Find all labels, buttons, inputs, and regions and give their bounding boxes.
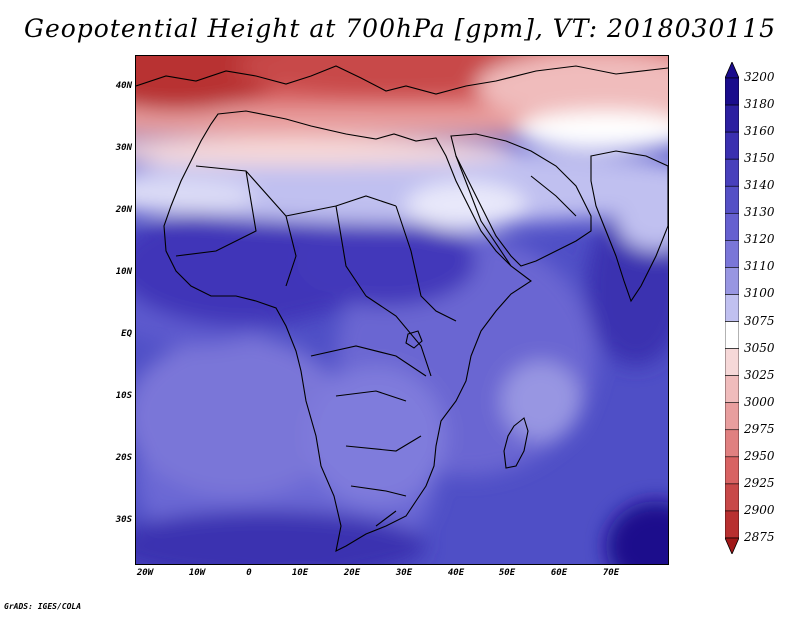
- lon-label-40e: 40E: [447, 568, 465, 578]
- colorbar-segment: [724, 267, 740, 295]
- lat-label-10s: 10S: [115, 391, 132, 401]
- lake-victoria: [405, 330, 423, 349]
- grads-credit: GrADS: IGES/COLA: [4, 602, 82, 611]
- india-coastline: [590, 150, 668, 303]
- colorbar-label: 3120: [744, 232, 775, 247]
- colorbar-segment: [724, 456, 740, 485]
- lon-label-30e: 30E: [395, 568, 413, 578]
- colorbar: [724, 61, 740, 555]
- arabia-coastline: [450, 133, 592, 267]
- colorbar-label: 2950: [744, 448, 775, 463]
- colorbar-top-triangle: [724, 61, 740, 79]
- colorbar-segment: [724, 294, 740, 322]
- colorbar-label: 3140: [744, 178, 775, 193]
- colorbar-label: 3160: [744, 124, 775, 139]
- map-svg: [136, 56, 668, 564]
- lon-label-20e: 20E: [343, 568, 361, 578]
- lon-label-10e: 10E: [291, 568, 309, 578]
- colorbar-segment: [724, 185, 740, 214]
- colorbar-segment: [724, 77, 740, 106]
- colorbar-label: 3130: [744, 205, 775, 220]
- colorbar-label: 3075: [744, 313, 775, 328]
- colorbar-segment: [724, 321, 740, 349]
- africa-coastline: [163, 110, 532, 552]
- colorbar-label: 3110: [744, 259, 775, 274]
- lat-label-20n: 20N: [115, 205, 132, 215]
- colorbar-segment: [724, 402, 740, 431]
- colorbar-segment: [724, 510, 740, 539]
- colorbar-svg: [724, 61, 740, 555]
- country-borders: [175, 165, 457, 527]
- colorbar-label: 3150: [744, 151, 775, 166]
- colorbar-segment: [724, 348, 740, 376]
- coastlines: [136, 65, 668, 552]
- colorbar-segment: [724, 429, 740, 458]
- colorbar-segment: [724, 240, 740, 268]
- lon-label-60e: 60E: [550, 568, 568, 578]
- colorbar-segment: [724, 483, 740, 512]
- chart-title: Geopotential Height at 700hPa [gpm], VT:…: [23, 14, 777, 43]
- lon-label-10w: 10W: [188, 568, 206, 578]
- lat-label-30s: 30S: [115, 515, 132, 525]
- lon-label-0: 0: [246, 568, 252, 578]
- colorbar-label: 3180: [744, 97, 775, 112]
- lat-label-30n: 30N: [115, 143, 132, 153]
- madagascar-coastline: [503, 417, 529, 469]
- map-plot-area: [135, 55, 669, 565]
- colorbar-label: 3200: [744, 70, 775, 84]
- lat-label-20s: 20S: [115, 453, 132, 463]
- colorbar-segment: [724, 104, 740, 133]
- lat-label-10n: 10N: [115, 267, 132, 277]
- europe-coastline: [136, 65, 668, 95]
- lon-label-70e: 70E: [602, 568, 620, 578]
- colorbar-label: 3000: [744, 394, 775, 409]
- colorbar-label: 2925: [744, 475, 775, 490]
- colorbar-segment: [724, 212, 740, 241]
- lon-label-50e: 50E: [498, 568, 516, 578]
- field-shading: [136, 56, 668, 564]
- colorbar-segment: [724, 158, 740, 187]
- lat-label-eq: EQ: [121, 329, 132, 339]
- colorbar-segment: [724, 375, 740, 404]
- colorbar-label: 2875: [744, 530, 775, 544]
- gulf-lines: [455, 155, 577, 267]
- colorbar-label: 2975: [744, 421, 775, 436]
- colorbar-segment: [724, 131, 740, 160]
- lat-label-40n: 40N: [115, 81, 132, 91]
- lon-label-20w: 20W: [136, 568, 154, 578]
- colorbar-label: 3050: [744, 340, 775, 355]
- colorbar-label: 3100: [744, 286, 775, 301]
- colorbar-bottom-triangle: [724, 537, 740, 555]
- colorbar-label: 2900: [744, 502, 775, 517]
- colorbar-label: 3025: [744, 367, 775, 382]
